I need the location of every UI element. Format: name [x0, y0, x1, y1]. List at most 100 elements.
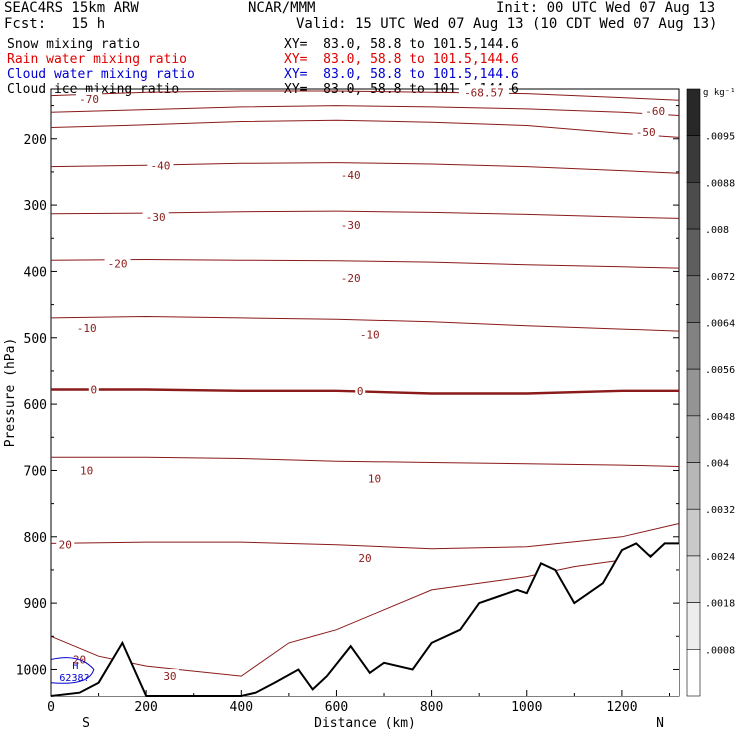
colorbar-swatch — [686, 88, 701, 136]
contour-label: 0 — [91, 384, 98, 397]
isotherm--60 — [50, 105, 680, 116]
org-title: NCAR/MMM — [248, 0, 316, 16]
colorbar-label: .0024 — [705, 552, 735, 563]
y-tick-label: 800 — [24, 531, 47, 546]
contour-label: -30 — [341, 219, 361, 232]
isotherm--20 — [50, 258, 680, 269]
colorbar-swatch — [686, 228, 701, 277]
contour-label-bg — [73, 320, 100, 334]
x-axis-label: Distance (km) — [314, 716, 416, 731]
legend-label: Cloud water mixing ratio — [7, 67, 195, 82]
contour-label-bg — [337, 168, 364, 182]
model-title: SEAC4RS 15km ARW — [4, 0, 139, 16]
contour-label: -50 — [636, 126, 656, 139]
valid-time: Valid: 15 UTC Wed 07 Aug 13 (10 CDT Wed … — [296, 16, 718, 32]
contour-label-bg — [337, 271, 364, 285]
contour-label-bg — [632, 125, 659, 139]
contour-label: 10 — [80, 464, 93, 477]
isotherm-30 — [50, 549, 680, 677]
contour-label-bg — [104, 256, 131, 270]
y-tick-label: 600 — [24, 398, 47, 413]
colorbar-swatch — [686, 415, 701, 463]
terrain-fill — [51, 543, 679, 696]
legend-label: Snow mixing ratio — [7, 37, 141, 52]
contour-label: -10 — [360, 328, 380, 341]
colorbar-label: .0088 — [705, 178, 735, 189]
x-tick-label: 1200 — [606, 700, 637, 715]
contour-label: -40 — [341, 169, 361, 182]
contour-label: -40 — [150, 159, 170, 172]
contour-label: -10 — [77, 322, 97, 335]
x-tick-label: 0 — [47, 700, 55, 715]
y-axis-label: Pressure (hPa) — [3, 338, 18, 448]
x-tick-label: 200 — [134, 700, 157, 715]
isotherm--50 — [50, 119, 680, 138]
contour-label-bg — [88, 382, 99, 396]
contour-label-bg — [70, 652, 89, 666]
north-endpoint-label: N — [656, 716, 664, 731]
contour-label-bg — [76, 91, 103, 105]
contour-label-bg — [77, 463, 96, 477]
isotherm-0 — [51, 388, 679, 395]
colorbar-label: .0064 — [705, 318, 735, 329]
x-tick-label: 1000 — [511, 700, 542, 715]
cloud-water-contour — [50, 657, 95, 684]
x-tick-label: 400 — [230, 700, 253, 715]
contour-label: -20 — [108, 257, 128, 270]
contour-label-bg — [142, 210, 169, 224]
isotherm--70 — [50, 90, 680, 101]
colorbar-label: .0008 — [705, 645, 735, 656]
y-tick-label: 700 — [24, 464, 47, 479]
contour-label-bg — [337, 217, 364, 231]
colorbar-swatch — [686, 135, 701, 183]
contour-label: -30 — [146, 211, 166, 224]
colorbar-label: .0048 — [705, 412, 735, 423]
colorbar-swatch — [686, 649, 701, 697]
y-tick-label: 300 — [24, 199, 47, 214]
y-tick-label: 900 — [24, 597, 47, 612]
legend-xy: XY= 83.0, 58.8 to 101.5,144.6 — [284, 52, 519, 67]
contour-label-bg — [356, 551, 374, 565]
colorbar-swatch — [686, 182, 701, 230]
isotherm--40 — [50, 162, 680, 174]
contour-label: -60 — [645, 105, 665, 118]
colorbar-swatch — [686, 602, 701, 650]
colorbar-label: .008 — [705, 225, 729, 236]
legend-xy: XY= 83.0, 58.8 to 101.5,144.6 — [284, 67, 519, 82]
colorbar-label: .0056 — [705, 365, 735, 376]
isotherm--10 — [50, 315, 680, 332]
contour-label-bg — [356, 327, 383, 341]
contour-label: -70 — [79, 93, 99, 106]
colorbar-label: .0018 — [705, 599, 735, 610]
y-tick-label: 200 — [24, 133, 47, 148]
terrain-line — [50, 542, 679, 697]
colorbar-label: .0095 — [705, 132, 735, 143]
colorbar-swatch — [686, 368, 701, 417]
cloud-water-high-label: H — [72, 661, 78, 672]
y-tick-label: 400 — [24, 265, 47, 280]
contour-label-bg — [355, 383, 366, 397]
legend-xy: XY= 83.0, 58.8 to 101.5,144.6 — [284, 37, 519, 52]
contour-label: -20 — [341, 272, 361, 285]
isotherm-10 — [51, 456, 680, 467]
colorbar-label: .0072 — [705, 272, 735, 283]
cloud-water-value-label: 6238? — [59, 673, 89, 684]
y-tick-label: 500 — [24, 332, 47, 347]
contour-label: 20 — [59, 539, 72, 552]
forecast-hour: Fcst: 15 h — [4, 16, 106, 32]
colorbar-swatch — [686, 462, 701, 510]
contour-label-bg — [56, 537, 75, 551]
colorbar-unit: g kg⁻¹ — [703, 88, 736, 98]
contour-label-bg — [458, 85, 509, 99]
colorbar-swatch — [686, 555, 701, 603]
contour-label: -68.57 — [464, 86, 504, 99]
x-tick-label: 800 — [420, 700, 443, 715]
colorbar-swatch — [686, 508, 701, 557]
south-endpoint-label: S — [82, 716, 90, 731]
x-tick-label: 600 — [325, 700, 348, 715]
y-tick-label: 1000 — [16, 663, 47, 678]
contour-label: 10 — [368, 472, 381, 485]
colorbar-label: .0032 — [705, 505, 735, 516]
isotherm-20 — [50, 523, 680, 550]
